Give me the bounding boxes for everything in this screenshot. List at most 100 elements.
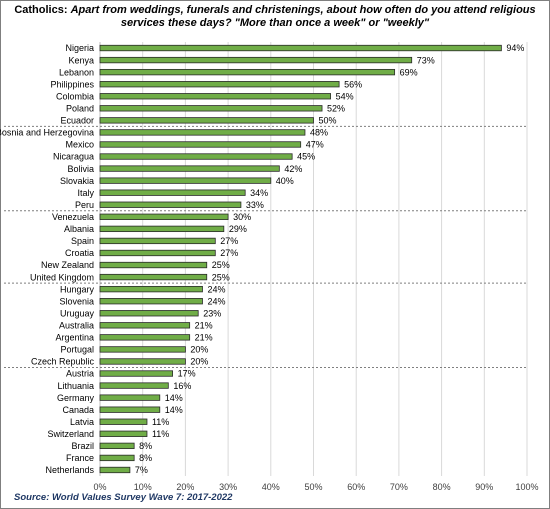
category-label: Italy [77, 188, 94, 198]
category-label: Canada [62, 405, 94, 415]
x-tick-label: 20% [176, 482, 194, 492]
data-label: 30% [233, 212, 251, 222]
bar [99, 273, 208, 281]
data-label: 73% [417, 55, 435, 65]
bar [99, 466, 131, 474]
category-label: Switzerland [47, 429, 94, 439]
category-label: Slovenia [59, 296, 94, 306]
data-label: 25% [212, 260, 230, 270]
bar [99, 334, 191, 341]
category-label: Mexico [65, 140, 94, 150]
data-label: 21% [195, 321, 213, 331]
category-label: Australia [59, 321, 94, 331]
data-label: 29% [229, 224, 247, 234]
category-label: Croatia [65, 248, 94, 258]
x-tick-label: 80% [433, 482, 451, 492]
bar [99, 382, 169, 389]
category-label: Czech Republic [31, 357, 95, 367]
data-label: 23% [203, 308, 221, 318]
bar [99, 93, 331, 100]
bar [99, 454, 135, 462]
category-label: New Zealand [41, 260, 94, 270]
data-label: 45% [297, 152, 315, 162]
data-label: 69% [400, 67, 418, 77]
data-label: 48% [310, 128, 328, 138]
category-label: Uruguay [60, 308, 95, 318]
bar [99, 249, 216, 257]
bar [99, 177, 272, 184]
data-label: 7% [135, 465, 148, 475]
x-tick-label: 100% [515, 482, 538, 492]
data-label: 40% [276, 176, 294, 186]
bar [99, 44, 502, 52]
category-label: Kenya [68, 55, 94, 65]
bar [99, 225, 225, 233]
bar [99, 430, 148, 437]
category-label: Netherlands [45, 465, 94, 475]
data-label: 16% [173, 381, 191, 391]
bar [99, 346, 186, 353]
data-label: 25% [212, 272, 230, 282]
data-label: 24% [207, 284, 225, 294]
data-label: 50% [319, 116, 337, 126]
bar [99, 117, 314, 124]
x-tick-label: 40% [262, 482, 280, 492]
category-label: Spain [71, 236, 94, 246]
bar [99, 68, 396, 76]
category-label: Ecuador [60, 116, 94, 126]
category-label: Peru [75, 200, 94, 210]
data-label: 54% [336, 91, 354, 101]
category-label: United Kingdom [30, 272, 94, 282]
bar [99, 285, 203, 293]
data-label: 11% [152, 417, 169, 427]
category-label: Bolivia [67, 164, 94, 174]
bar [99, 237, 216, 245]
bar [99, 442, 135, 450]
bar [99, 370, 173, 377]
category-label: Colombia [56, 91, 94, 101]
category-label: Argentina [55, 333, 94, 343]
bar [99, 81, 340, 88]
category-label: France [66, 453, 94, 463]
bar [99, 201, 242, 208]
x-tick-label: 10% [134, 482, 152, 492]
bar [99, 141, 302, 148]
data-label: 47% [306, 140, 324, 150]
title-lead: Catholics: [14, 4, 71, 16]
data-label: 17% [178, 369, 196, 379]
data-label: 14% [165, 393, 183, 403]
data-label: 34% [250, 188, 268, 198]
bar [99, 213, 229, 220]
data-label: 24% [207, 296, 225, 306]
bar [99, 310, 199, 317]
data-label: 20% [190, 345, 208, 355]
bar [99, 153, 293, 160]
data-label: 11% [152, 429, 169, 439]
category-label: Venezuela [52, 212, 94, 222]
data-label: 27% [220, 248, 238, 258]
bar [99, 56, 413, 64]
category-label: Poland [66, 104, 94, 114]
data-label: 20% [190, 357, 208, 367]
bar [99, 105, 323, 112]
data-label: 8% [139, 453, 152, 463]
x-tick-label: 0% [93, 482, 106, 492]
bar [99, 322, 191, 329]
title-question-line1: Apart from weddings, funerals and christ… [70, 4, 536, 16]
category-label: Nicaragua [53, 152, 94, 162]
bar [99, 129, 306, 136]
category-label: Bosnia and Herzegovina [0, 128, 94, 138]
bar [99, 298, 203, 305]
x-tick-label: 70% [390, 482, 408, 492]
category-label: Albania [64, 224, 94, 234]
data-label: 56% [344, 79, 362, 89]
category-label: Slovakia [60, 176, 94, 186]
data-label: 27% [220, 236, 238, 246]
bar [99, 358, 186, 365]
category-label: Brazil [71, 441, 94, 451]
data-label: 42% [284, 164, 302, 174]
title-question-line2: services these days? "More than once a w… [120, 17, 430, 29]
category-label: Portugal [60, 345, 94, 355]
chart-title: Catholics: Apart from weddings, funerals… [0, 4, 550, 30]
